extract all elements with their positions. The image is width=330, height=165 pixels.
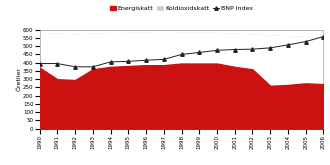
BNP Index <box>304 41 308 43</box>
BNP Index <box>55 63 59 65</box>
BNP Index <box>91 66 95 68</box>
Line: BNP Index: BNP Index <box>38 35 325 69</box>
Legend: Energiskatt, Koldioxidskatt, BNP Index: Energiskatt, Koldioxidskatt, BNP Index <box>107 3 256 14</box>
Y-axis label: Öretlier: Öretlier <box>16 67 21 91</box>
BNP Index <box>321 36 325 38</box>
BNP Index <box>268 47 272 49</box>
BNP Index <box>250 48 254 50</box>
BNP Index <box>38 63 42 65</box>
BNP Index <box>233 49 237 50</box>
BNP Index <box>162 58 166 60</box>
BNP Index <box>73 66 77 68</box>
BNP Index <box>197 51 201 53</box>
BNP Index <box>144 59 148 61</box>
BNP Index <box>215 49 219 51</box>
BNP Index <box>286 44 290 46</box>
BNP Index <box>180 53 183 55</box>
BNP Index <box>109 61 113 63</box>
BNP Index <box>126 60 130 62</box>
